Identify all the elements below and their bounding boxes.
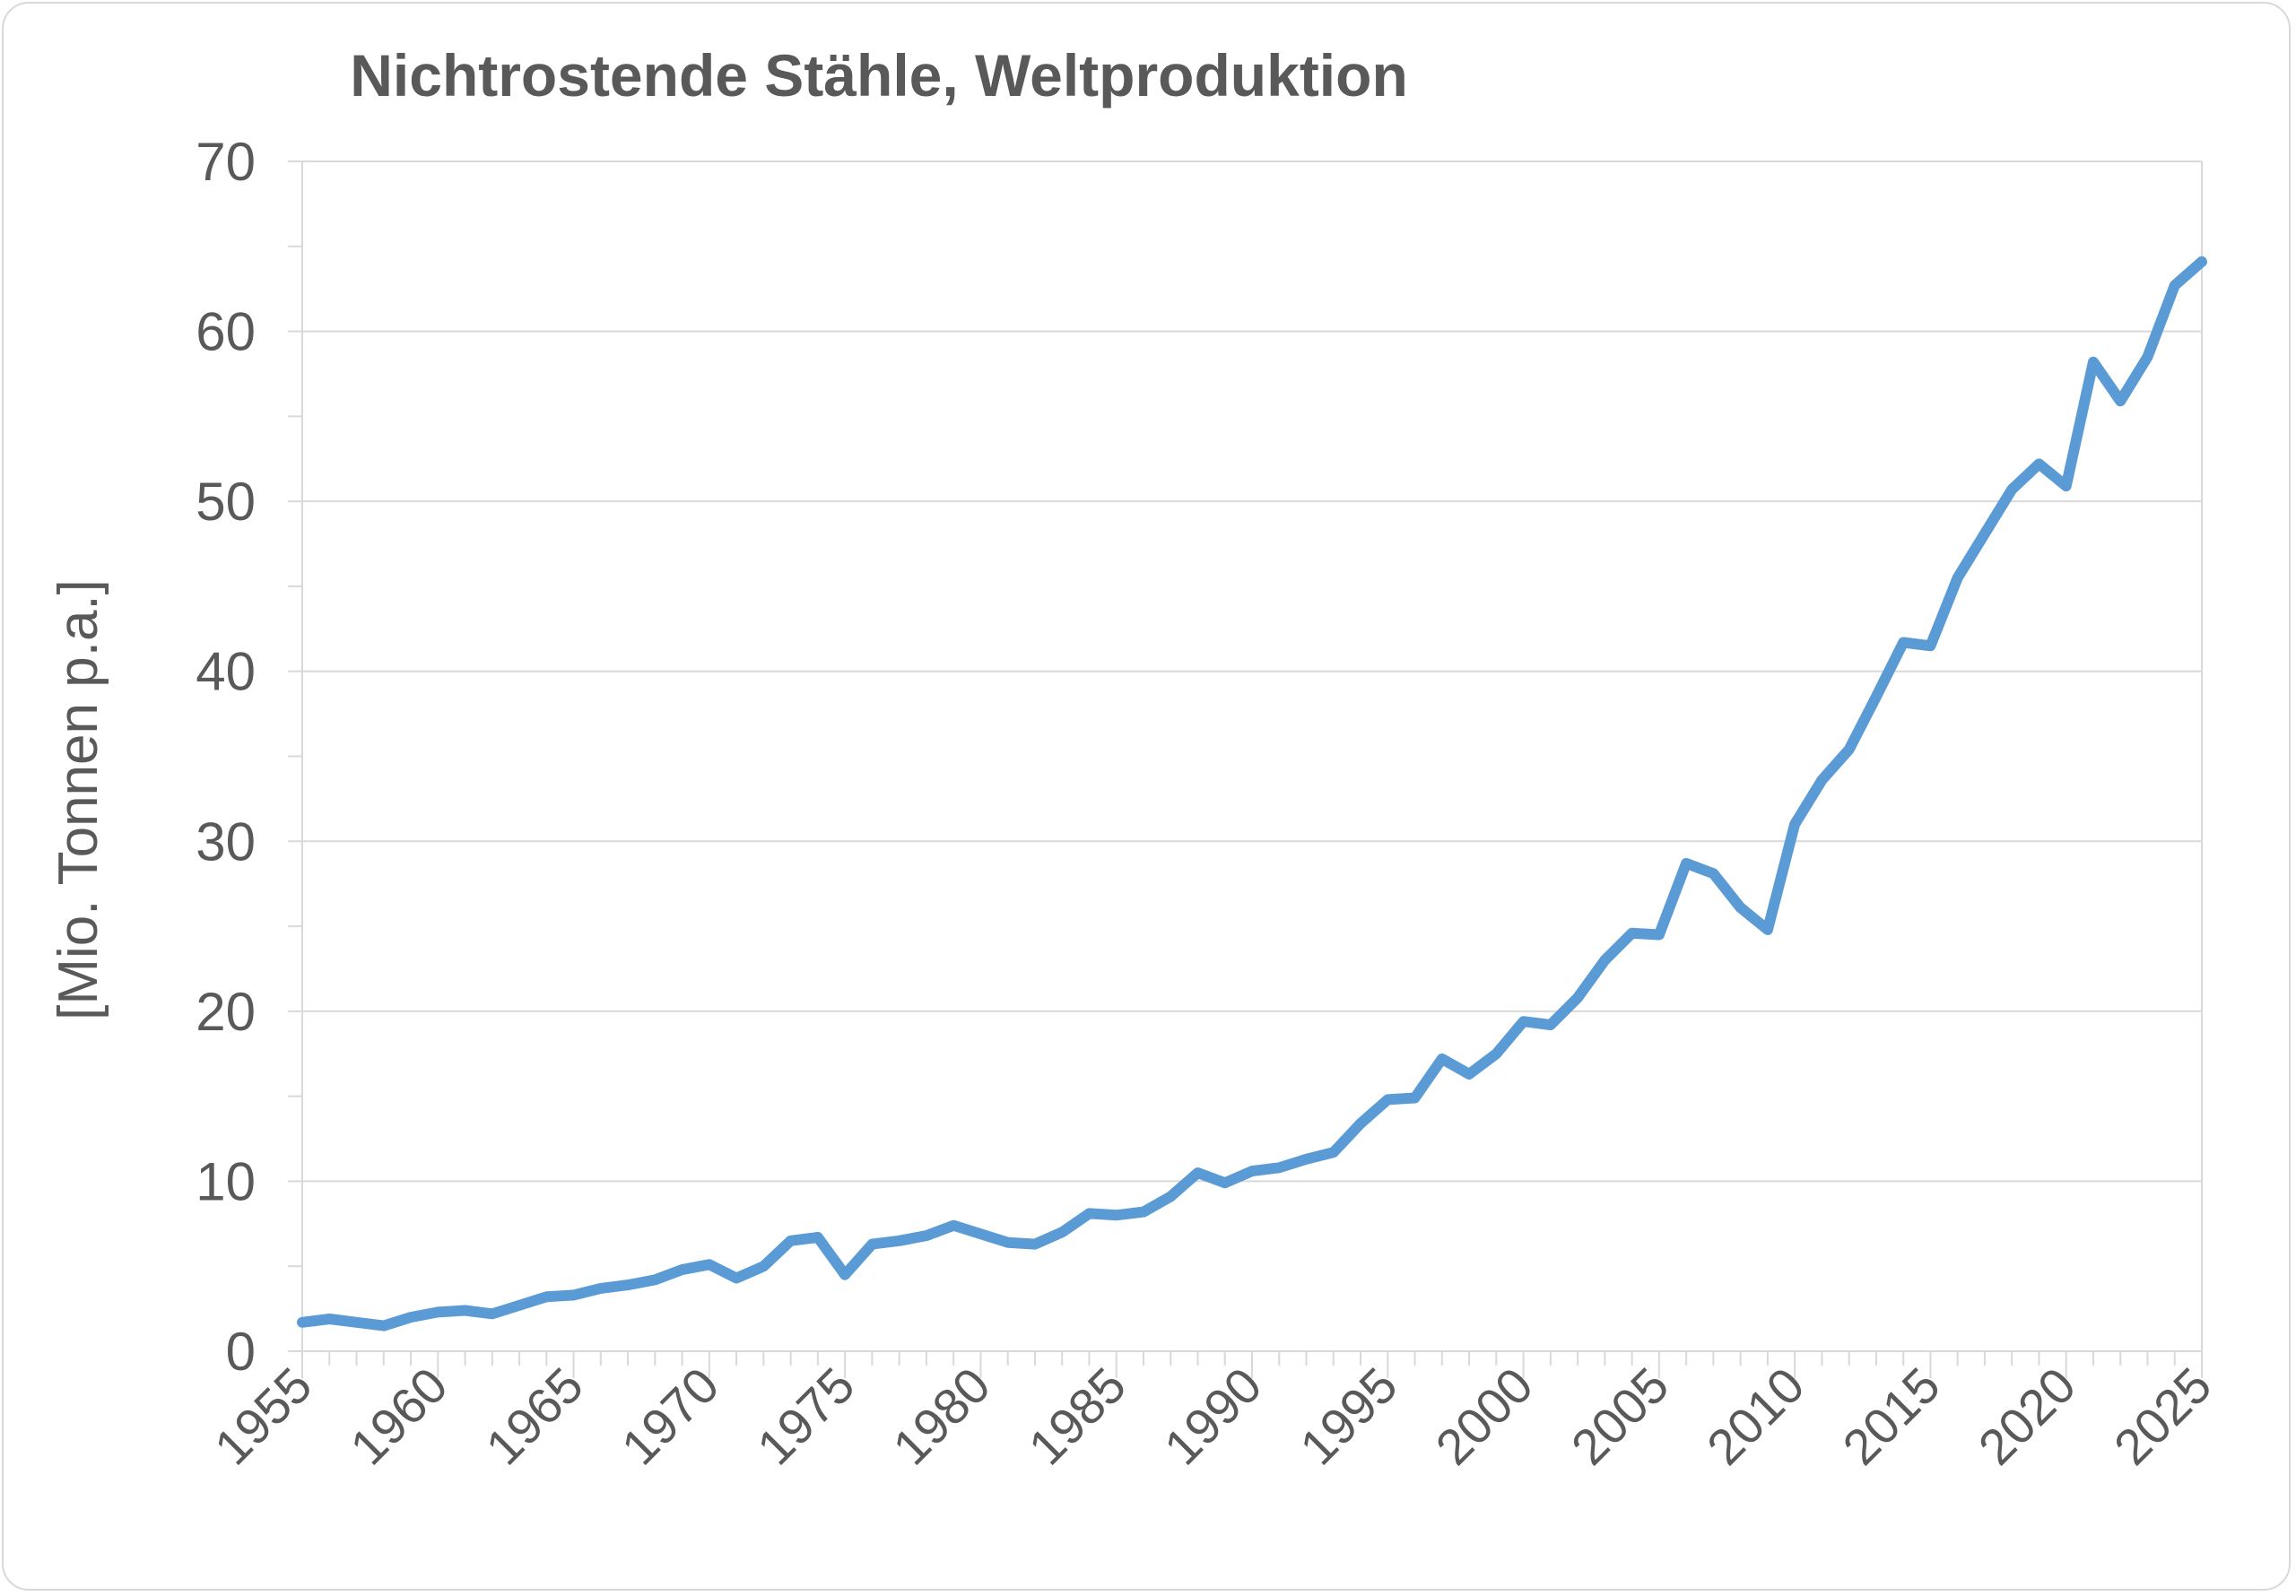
data-point-2024 (2174, 285, 2175, 286)
data-point-2001 (1550, 1025, 1551, 1026)
data-point-1977 (899, 1240, 900, 1241)
data-point-2013 (1875, 697, 1876, 698)
data-point-2017 (1984, 533, 1985, 534)
y-tick-label-30: 30 (196, 811, 256, 872)
y-axis-ticks: 0 10 20 30 40 50 60 70 (196, 132, 256, 1382)
x-tick-label-1985: 1985 (1018, 1357, 1137, 1476)
data-point-2014 (1903, 642, 1904, 643)
data-point-1955 (302, 1322, 303, 1323)
data-point-2023 (2147, 357, 2148, 358)
y-tick-label-40: 40 (196, 642, 256, 702)
x-tick-label-1995: 1995 (1289, 1357, 1408, 1476)
x-tick-label-1965: 1965 (474, 1357, 594, 1476)
data-point-1960 (438, 1312, 439, 1313)
data-point-1980 (980, 1234, 981, 1235)
x-tick-label-1975: 1975 (746, 1357, 865, 1476)
x-tick-label-2025: 2025 (2103, 1357, 2222, 1476)
data-point-1985 (1116, 1215, 1117, 1216)
axes (288, 160, 2203, 1378)
x-tick-label-1970: 1970 (611, 1357, 730, 1476)
data-point-1979 (953, 1225, 954, 1226)
data-point-1982 (1034, 1244, 1035, 1245)
data-point-2016 (1957, 577, 1958, 578)
data-point-1997 (1441, 1058, 1442, 1059)
x-tick-label-2010: 2010 (1696, 1357, 1815, 1476)
data-point-1968 (655, 1279, 656, 1280)
data-point-1972 (763, 1266, 764, 1267)
y-tick-label-60: 60 (196, 302, 256, 362)
gridlines (302, 160, 2202, 1183)
series-group (297, 256, 2207, 1331)
x-axis-ticks: 1955 1960 1965 1970 1975 1980 1985 1990 1995 2000… (204, 1357, 2222, 1476)
data-point-1993 (1333, 1152, 1334, 1153)
series-line-0 (297, 256, 2207, 1331)
data-point-1976 (872, 1244, 873, 1245)
y-tick-label-50: 50 (196, 472, 256, 532)
data-point-1959 (411, 1317, 412, 1318)
data-point-2012 (1848, 749, 1849, 750)
data-point-1988 (1197, 1172, 1198, 1173)
data-point-1984 (1089, 1213, 1090, 1214)
data-point-1965 (573, 1295, 574, 1296)
data-point-1987 (1170, 1196, 1171, 1197)
x-tick-label-1990: 1990 (1153, 1357, 1273, 1476)
y-tick-label-70: 70 (196, 132, 256, 192)
data-point-1969 (682, 1270, 683, 1271)
x-tick-label-2020: 2020 (1968, 1357, 2087, 1476)
data-point-1992 (1306, 1158, 1307, 1159)
data-point-1986 (1143, 1211, 1144, 1212)
data-point-1996 (1414, 1097, 1415, 1098)
data-point-2021 (2092, 361, 2093, 362)
x-tick-label-1980: 1980 (882, 1357, 1001, 1476)
data-point-1989 (1224, 1183, 1225, 1184)
x-tick-label-2005: 2005 (1561, 1357, 1680, 1476)
data-point-1971 (736, 1278, 737, 1279)
x-tick-label-2015: 2015 (1831, 1357, 1951, 1476)
data-point-1956 (329, 1318, 330, 1319)
y-tick-label-0: 0 (226, 1322, 256, 1382)
data-point-1981 (1007, 1242, 1008, 1243)
data-point-2009 (1767, 929, 1768, 930)
data-point-1958 (383, 1325, 384, 1326)
data-point-1957 (356, 1322, 357, 1323)
data-point-1967 (628, 1285, 629, 1286)
data-point-1991 (1279, 1167, 1280, 1168)
data-point-2022 (2120, 401, 2121, 402)
y-axis-label: [Mio. Tonnen p.a.] (48, 579, 109, 1020)
data-point-2008 (1740, 907, 1741, 908)
line-chart: Nichtrostende Stähle, Weltproduktion [Mi… (48, 42, 2222, 1476)
y-tick-label-20: 20 (196, 982, 256, 1042)
data-point-1973 (790, 1240, 791, 1241)
data-point-2000 (1523, 1021, 1524, 1022)
x-tick-label-1955: 1955 (204, 1357, 323, 1476)
data-point-2004 (1631, 932, 1632, 933)
y-tick-label-10: 10 (196, 1151, 256, 1211)
data-point-2010 (1795, 824, 1796, 825)
data-point-2005 (1658, 934, 1659, 935)
x-tick-label-2000: 2000 (1424, 1357, 1544, 1476)
data-point-1998 (1469, 1073, 1470, 1074)
data-point-1990 (1252, 1171, 1253, 1172)
chart-title: Nichtrostende Stähle, Weltproduktion (350, 42, 1408, 108)
data-point-2025 (2202, 261, 2203, 262)
data-point-1983 (1062, 1232, 1063, 1233)
data-point-2007 (1713, 873, 1714, 874)
data-point-1975 (845, 1274, 846, 1275)
data-point-1974 (817, 1236, 818, 1237)
data-point-1995 (1387, 1099, 1388, 1100)
data-point-2018 (2012, 489, 2013, 490)
x-tick-label-1960: 1960 (339, 1357, 458, 1476)
